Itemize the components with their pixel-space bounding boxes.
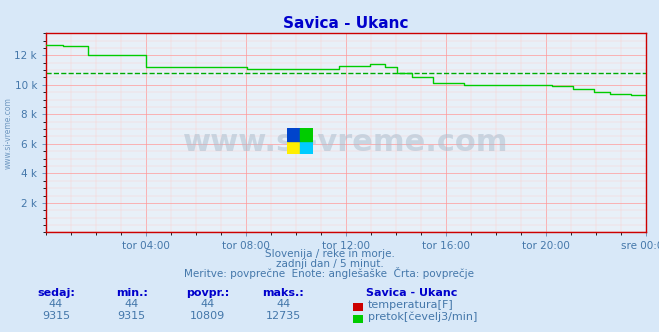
Text: 44: 44 <box>200 299 215 309</box>
Text: temperatura[F]: temperatura[F] <box>368 300 453 310</box>
Title: Savica - Ukanc: Savica - Ukanc <box>283 16 409 31</box>
Polygon shape <box>287 141 300 154</box>
Text: 9315: 9315 <box>42 311 70 321</box>
Polygon shape <box>300 128 313 141</box>
Text: 10809: 10809 <box>190 311 225 321</box>
Text: 9315: 9315 <box>118 311 146 321</box>
Text: Savica - Ukanc: Savica - Ukanc <box>366 288 457 298</box>
Text: min.:: min.: <box>116 288 148 298</box>
Text: 44: 44 <box>49 299 63 309</box>
Polygon shape <box>287 128 300 141</box>
Text: www.si-vreme.com: www.si-vreme.com <box>3 97 13 169</box>
Text: 44: 44 <box>125 299 139 309</box>
Text: povpr.:: povpr.: <box>186 288 229 298</box>
Text: 44: 44 <box>276 299 291 309</box>
Text: 12735: 12735 <box>266 311 301 321</box>
Text: sedaj:: sedaj: <box>37 288 75 298</box>
Text: pretok[čevelj3/min]: pretok[čevelj3/min] <box>368 311 477 322</box>
Text: Slovenija / reke in morje.: Slovenija / reke in morje. <box>264 249 395 259</box>
Text: www.si-vreme.com: www.si-vreme.com <box>183 128 509 157</box>
Text: maks.:: maks.: <box>262 288 304 298</box>
Polygon shape <box>300 141 313 154</box>
Text: zadnji dan / 5 minut.: zadnji dan / 5 minut. <box>275 259 384 269</box>
Text: Meritve: povprečne  Enote: anglešaške  Črta: povprečje: Meritve: povprečne Enote: anglešaške Črt… <box>185 267 474 279</box>
